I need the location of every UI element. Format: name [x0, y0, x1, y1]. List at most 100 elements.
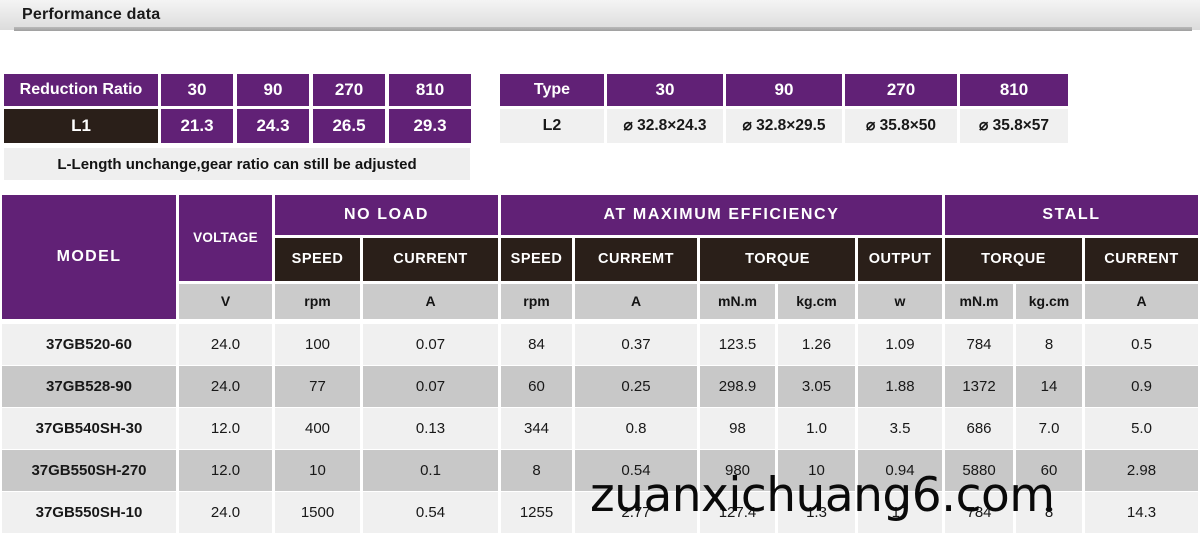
cell-eff-speed: 60: [501, 366, 572, 407]
cell-st-current: 0.9: [1085, 366, 1198, 407]
reduction-ratio-value-30: 30: [161, 74, 233, 106]
type-ratio-label: 90: [774, 80, 794, 100]
cell-eff-output: 1.09: [858, 324, 942, 365]
cell-eff-torque-mnm: 123.5: [700, 324, 775, 365]
group-header-stall-label: STALL: [1042, 205, 1101, 223]
type-ratio-label: 270: [886, 80, 916, 100]
l1-value-270: 26.5: [313, 109, 385, 143]
unit-eff-torque-mnm: mN.m: [700, 284, 775, 319]
l2-value-810: ⌀ 35.8×57: [960, 109, 1068, 143]
page-header: Performance data: [0, 0, 1200, 30]
cell-eff-current: 0.8: [575, 408, 697, 449]
type-ratio-90: 90: [726, 74, 842, 106]
reduction-ratio-value-label: 810: [415, 80, 445, 100]
length-note-label: L-Length unchange,gear ratio can still b…: [57, 155, 417, 173]
l2-value-label: ⌀ 35.8×50: [865, 116, 937, 134]
cell-st-torque-mnm: 5880: [945, 450, 1013, 491]
cell-eff-speed: 344: [501, 408, 572, 449]
cell-st-torque-mnm: 686: [945, 408, 1013, 449]
cell-nl-current: 0.54: [363, 492, 498, 533]
cell-nl-current: 0.07: [363, 324, 498, 365]
cell-eff-torque-kgcm: 1.26: [778, 324, 855, 365]
l2-value-30: ⌀ 32.8×24.3: [607, 109, 723, 143]
col-header-eff-speed-label: SPEED: [510, 250, 563, 267]
reduction-ratio-value-810: 810: [389, 74, 471, 106]
cell-nl-current: 0.1: [363, 450, 498, 491]
cell-eff-speed: 1255: [501, 492, 572, 533]
type-ratio-label: 30: [655, 80, 675, 100]
unit-noload-current: A: [363, 284, 498, 319]
cell-model: 37GB550SH-10: [2, 492, 176, 533]
type-ratio-30: 30: [607, 74, 723, 106]
cell-eff-current: 0.25: [575, 366, 697, 407]
group-header-max-efficiency-label: AT MAXIMUM EFFICIENCY: [603, 205, 840, 223]
l1-label: L1: [71, 116, 91, 136]
cell-eff-current: 0.54: [575, 450, 697, 491]
cell-st-current: 2.98: [1085, 450, 1198, 491]
reduction-ratio-header-label: Reduction Ratio: [19, 80, 143, 98]
cell-nl-speed: 100: [275, 324, 360, 365]
unit-noload-current-label: A: [425, 293, 436, 310]
l2-value-label: ⌀ 35.8×57: [978, 116, 1050, 134]
reduction-ratio-value-90: 90: [237, 74, 309, 106]
cell-eff-torque-mnm: 98: [700, 408, 775, 449]
reduction-ratio-value-label: 90: [263, 80, 283, 100]
col-header-noload-current: CURRENT: [363, 238, 498, 281]
col-header-noload-speed-label: SPEED: [291, 250, 344, 267]
type-header: Type: [500, 74, 604, 106]
reduction-ratio-value-label: 30: [187, 80, 207, 100]
unit-stall-torque-mnm-label: mN.m: [959, 293, 999, 310]
cell-voltage: 12.0: [179, 450, 272, 491]
cell-eff-output: 1.88: [858, 366, 942, 407]
cell-st-torque-kgcm: 7.0: [1016, 408, 1082, 449]
col-header-stall-current: CURRENT: [1085, 238, 1198, 281]
col-header-eff-current: CURREMT: [575, 238, 697, 281]
cell-eff-output: 0.94: [858, 450, 942, 491]
col-header-eff-current-label: CURREMT: [598, 250, 674, 267]
cell-voltage: 12.0: [179, 408, 272, 449]
cell-eff-speed: 84: [501, 324, 572, 365]
l2-value-270: ⌀ 35.8×50: [845, 109, 957, 143]
col-header-eff-torque-label: TORQUE: [745, 250, 810, 267]
l1-value-label: 26.5: [332, 116, 366, 136]
reduction-ratio-header: Reduction Ratio: [4, 74, 158, 106]
unit-noload-speed-label: rpm: [304, 293, 331, 310]
cell-eff-current: 0.37: [575, 324, 697, 365]
unit-eff-speed-label: rpm: [523, 293, 550, 310]
col-header-stall-torque-label: TORQUE: [981, 250, 1046, 267]
cell-eff-torque-mnm: 298.9: [700, 366, 775, 407]
l1-value-90: 24.3: [237, 109, 309, 143]
cell-nl-speed: 1500: [275, 492, 360, 533]
cell-model: 37GB520-60: [2, 324, 176, 365]
cell-model: 37GB540SH-30: [2, 408, 176, 449]
col-header-model-label: MODEL: [56, 247, 122, 265]
l1-value-label: 29.3: [413, 116, 447, 136]
col-header-stall-torque: TORQUE: [945, 238, 1082, 281]
cell-eff-output: 17: [858, 492, 942, 533]
reduction-ratio-value-270: 270: [313, 74, 385, 106]
cell-st-torque-mnm: 1372: [945, 366, 1013, 407]
col-header-stall-current-label: CURRENT: [1104, 250, 1179, 267]
cell-st-torque-kgcm: 8: [1016, 324, 1082, 365]
cell-eff-torque-kgcm: 3.05: [778, 366, 855, 407]
title-divider: [14, 27, 1192, 31]
group-header-max-efficiency: AT MAXIMUM EFFICIENCY: [501, 195, 942, 235]
unit-eff-speed: rpm: [501, 284, 572, 319]
cell-st-current: 14.3: [1085, 492, 1198, 533]
cell-voltage: 24.0: [179, 492, 272, 533]
cell-st-torque-mnm: 784: [945, 324, 1013, 365]
cell-nl-speed: 400: [275, 408, 360, 449]
cell-model: 37GB528-90: [2, 366, 176, 407]
group-header-no-load-label: NO LOAD: [344, 205, 429, 223]
unit-stall-current: A: [1085, 284, 1198, 319]
unit-stall-torque-mnm: mN.m: [945, 284, 1013, 319]
cell-eff-speed: 8: [501, 450, 572, 491]
unit-eff-output: w: [858, 284, 942, 319]
cell-eff-torque-kgcm: 1.3: [778, 492, 855, 533]
l2-label: L2: [542, 116, 562, 134]
cell-st-current: 0.5: [1085, 324, 1198, 365]
l1-row-label: L1: [4, 109, 158, 143]
l1-value-30: 21.3: [161, 109, 233, 143]
cell-eff-current: 2.77: [575, 492, 697, 533]
group-header-stall: STALL: [945, 195, 1198, 235]
